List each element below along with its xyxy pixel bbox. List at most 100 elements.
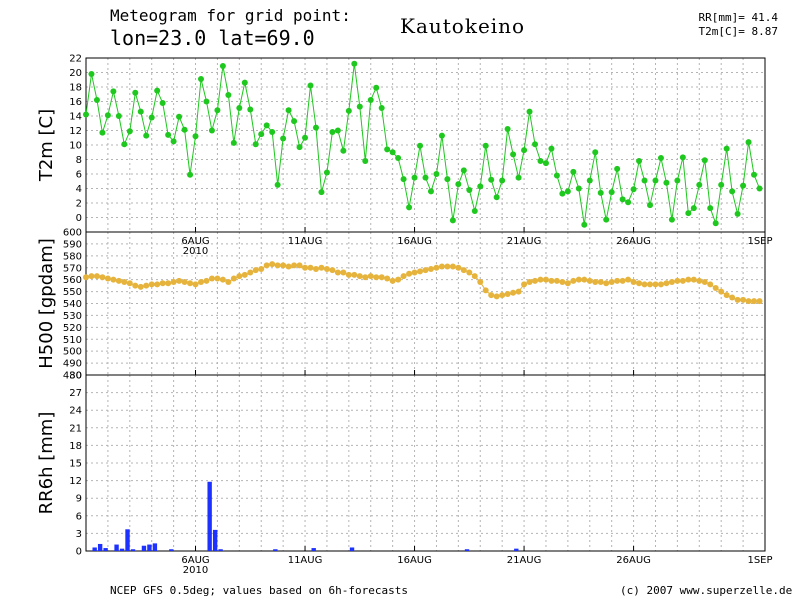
data-point (258, 131, 265, 138)
y-tick-label: 500 (63, 347, 82, 358)
data-point (521, 281, 528, 288)
data-point (241, 271, 248, 278)
data-point (395, 155, 402, 162)
precip-bar (103, 548, 108, 551)
y-axis-label: H500 [gpdam] (36, 238, 57, 369)
x-tick-label: 11AUG (288, 555, 323, 566)
x-tick-label: 21AUG (507, 555, 542, 566)
precip-bar (130, 549, 136, 551)
data-point (110, 88, 117, 95)
data-point (318, 189, 325, 196)
precip-bar (514, 548, 519, 551)
data-point (384, 146, 391, 153)
data-point (83, 111, 89, 118)
header-title-line: Meteogram for grid point: (110, 6, 351, 25)
y-tick-label: 22 (69, 54, 82, 65)
data-point (345, 107, 352, 114)
data-point (197, 76, 204, 83)
data-point (384, 275, 391, 282)
data-point (723, 292, 730, 299)
data-point (187, 280, 194, 287)
data-point (663, 280, 670, 287)
x-tick-label: 1SEP (747, 555, 772, 566)
data-point (417, 142, 424, 149)
x-tick-label: 6AUG (181, 236, 209, 247)
data-point (433, 264, 440, 271)
data-point (477, 279, 484, 286)
data-point (285, 263, 292, 270)
data-point (548, 145, 555, 152)
data-point (581, 276, 588, 283)
data-point (187, 171, 194, 178)
data-point (323, 265, 330, 272)
data-point (449, 263, 456, 270)
data-source-note: NCEP GFS 0.5deg; values based on 6h-fore… (110, 584, 409, 597)
y-tick-label: 530 (63, 311, 82, 322)
data-point (323, 169, 330, 176)
data-point (132, 282, 139, 289)
data-point (230, 139, 237, 146)
data-point (417, 268, 424, 275)
data-point (597, 189, 604, 196)
data-point (110, 276, 117, 283)
data-point (477, 183, 484, 190)
precip-bar (207, 481, 212, 551)
data-point (559, 279, 566, 286)
data-point (170, 138, 177, 145)
data-point (181, 279, 188, 286)
data-point (745, 139, 752, 146)
data-point (438, 263, 445, 270)
data-point (482, 142, 489, 149)
data-point (455, 181, 462, 188)
panel-frame (85, 374, 766, 552)
y-tick-label: 18 (69, 83, 82, 94)
data-point (510, 289, 517, 296)
data-point (614, 165, 621, 172)
data-point (280, 135, 287, 142)
data-point (291, 262, 298, 269)
x-tick-label: 26AUG (616, 236, 651, 247)
data-point (165, 280, 172, 287)
data-point (679, 277, 686, 284)
data-point (532, 277, 539, 284)
y-tick-label: 10 (69, 141, 82, 152)
data-point (395, 276, 402, 283)
data-point (674, 277, 681, 284)
data-point (285, 107, 292, 114)
y-tick-label: 15 (69, 459, 82, 470)
data-point (537, 157, 544, 164)
y-tick-label: 3 (76, 529, 82, 540)
data-point (740, 296, 747, 303)
data-point (345, 271, 352, 278)
data-point (88, 273, 95, 280)
data-point (351, 271, 358, 278)
data-point (515, 174, 522, 181)
y-tick-label: 24 (69, 406, 82, 417)
data-point (482, 287, 489, 294)
data-point (636, 280, 643, 287)
data-point (592, 279, 599, 286)
data-point (422, 267, 429, 274)
data-point (625, 276, 632, 283)
data-point (756, 185, 763, 192)
data-point (444, 176, 451, 183)
data-point (351, 60, 358, 67)
y-tick-label: 14 (69, 112, 82, 123)
y-axis-label: T2m [C] (36, 109, 57, 182)
data-point (165, 131, 172, 138)
x-tick-label: 1SEP (747, 236, 772, 247)
data-point (400, 176, 407, 183)
y-tick-label: 20 (69, 68, 82, 79)
data-point (734, 296, 741, 303)
precip-bar (97, 543, 103, 551)
data-point (510, 151, 517, 158)
data-point (444, 263, 451, 270)
y-tick-label: 580 (63, 251, 82, 262)
data-point (132, 89, 139, 96)
data-point (307, 264, 314, 271)
data-point (526, 279, 533, 286)
data-point (225, 91, 232, 98)
data-point (499, 292, 506, 299)
y-tick-label: 600 (63, 228, 82, 239)
